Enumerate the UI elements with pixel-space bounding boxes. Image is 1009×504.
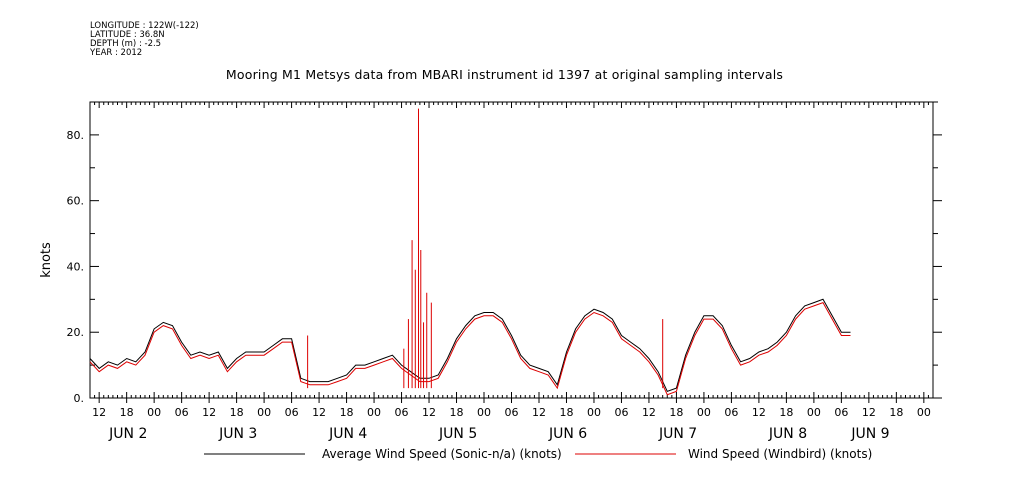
x-tick-label: 00 xyxy=(147,406,161,419)
x-day-label: JUN 8 xyxy=(768,426,807,442)
x-day-label: JUN 9 xyxy=(850,426,889,442)
year-text: YEAR : 2012 xyxy=(90,48,143,58)
x-tick-label: 06 xyxy=(175,406,189,419)
y-tick-label: 20. xyxy=(67,326,85,339)
x-tick-label: 18 xyxy=(340,406,354,419)
series-line-average-wind xyxy=(89,298,851,393)
x-tick-label: 18 xyxy=(450,406,464,419)
x-tick-label: 12 xyxy=(422,406,436,419)
x-tick-label: 12 xyxy=(202,406,216,419)
x-tick-label: 06 xyxy=(724,406,738,419)
x-tick-label: 00 xyxy=(477,406,491,419)
x-tick-label: 18 xyxy=(230,406,244,419)
x-day-label: JUN 2 xyxy=(108,426,147,442)
x-tick-label: 12 xyxy=(752,406,766,419)
x-tick-label: 00 xyxy=(367,406,381,419)
x-day-label: JUN 3 xyxy=(218,426,257,442)
x-tick-label: 12 xyxy=(642,406,656,419)
x-day-label: JUN 6 xyxy=(548,426,587,442)
x-day-label: JUN 7 xyxy=(658,426,697,442)
x-tick-label: 00 xyxy=(697,406,711,419)
latitude-text: LATITUDE : 36.8N xyxy=(90,30,165,40)
x-tick-label: 12 xyxy=(862,406,876,419)
x-tick-label: 00 xyxy=(587,406,601,419)
longitude-text: LONGITUDE : 122W(-122) xyxy=(90,21,199,31)
legend-label-average-wind: Average Wind Speed (Sonic-n/a) (knots) xyxy=(322,447,562,461)
x-tick-label: 00 xyxy=(257,406,271,419)
chart-title: Mooring M1 Metsys data from MBARI instru… xyxy=(225,67,784,82)
x-tick-label: 06 xyxy=(395,406,409,419)
x-tick-label: 12 xyxy=(532,406,546,419)
y-tick-label: 40. xyxy=(67,260,85,273)
x-tick-label: 06 xyxy=(834,406,848,419)
x-tick-label: 12 xyxy=(312,406,326,419)
x-tick-label: 00 xyxy=(917,406,931,419)
legend-label-windbird: Wind Speed (Windbird) (knots) xyxy=(688,447,873,461)
x-tick-label: 18 xyxy=(120,406,134,419)
x-tick-label: 06 xyxy=(505,406,519,419)
x-tick-label: 18 xyxy=(559,406,573,419)
x-tick-label: 06 xyxy=(285,406,299,419)
y-tick-label: 0. xyxy=(74,392,85,405)
x-tick-label: 18 xyxy=(779,406,793,419)
y-tick-label: 80. xyxy=(67,129,85,142)
x-tick-label: 18 xyxy=(889,406,903,419)
x-tick-label: 00 xyxy=(807,406,821,419)
series-line-windbird xyxy=(89,301,851,396)
x-day-label: JUN 5 xyxy=(438,426,477,442)
x-tick-label: 18 xyxy=(669,406,683,419)
plot-frame xyxy=(89,101,934,399)
x-tick-label: 12 xyxy=(92,406,106,419)
y-axis-label: knots xyxy=(39,242,54,278)
depth-text: DEPTH (m) : -2.5 xyxy=(90,39,162,49)
x-day-label: JUN 4 xyxy=(328,426,367,442)
x-tick-label: 06 xyxy=(614,406,628,419)
y-tick-label: 60. xyxy=(67,195,85,208)
